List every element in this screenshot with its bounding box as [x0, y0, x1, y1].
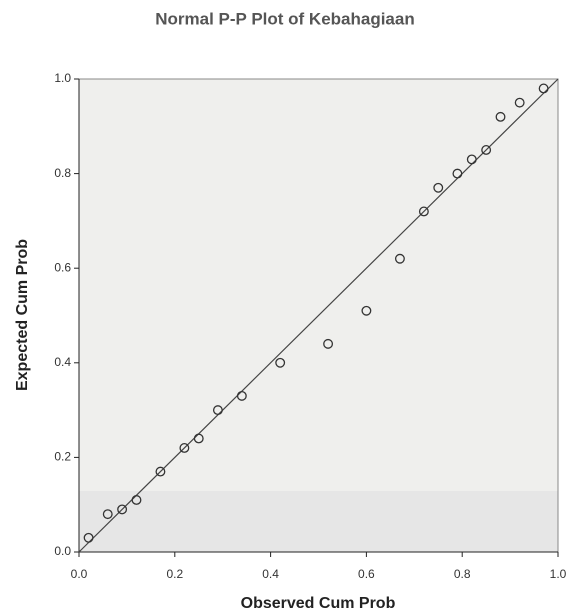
y-tick-label: 0.8 — [54, 166, 71, 180]
chart-title: Normal P-P Plot of Kebahagiaan — [155, 9, 414, 28]
x-tick-label: 0.6 — [358, 567, 375, 581]
page: {"chart_data": {"type": "scatter", "titl… — [0, 0, 571, 616]
x-axis-title: Observed Cum Prob — [241, 595, 396, 612]
y-axis-title: Expected Cum Prob — [14, 239, 31, 391]
y-tick-label: 0.6 — [54, 260, 71, 274]
y-tick-label: 1.0 — [54, 71, 71, 85]
x-tick-label: 1.0 — [550, 567, 567, 581]
x-tick-label: 0.2 — [166, 567, 183, 581]
y-tick-label: 0.4 — [54, 355, 71, 369]
x-tick-label: 0.4 — [262, 567, 279, 581]
x-tick-label: 0.8 — [454, 567, 471, 581]
y-tick-label: 0.2 — [54, 450, 71, 464]
y-tick-label: 0.0 — [54, 544, 71, 558]
plot-band — [79, 491, 558, 552]
x-tick-label: 0.0 — [71, 567, 88, 581]
chart: Normal P-P Plot of Kebahagiaan Observed … — [0, 0, 571, 616]
